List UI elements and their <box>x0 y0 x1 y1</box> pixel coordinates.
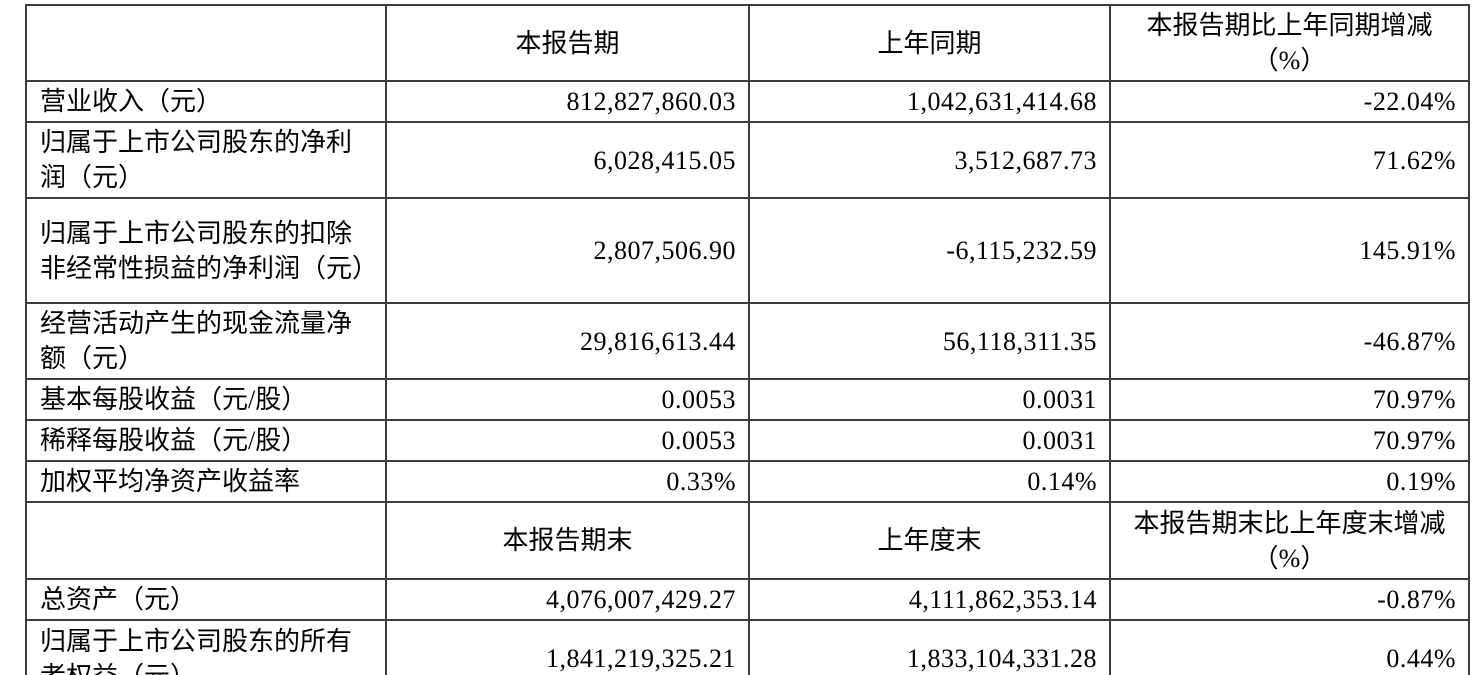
row-label: 营业收入（元） <box>25 80 387 123</box>
row-label: 归属于上市公司股东的净利润（元） <box>25 121 387 199</box>
header-prior-period: 上年同期 <box>748 4 1111 82</box>
header-current-period-end: 本报告期末 <box>385 501 750 580</box>
change-percent-value: 70.97% <box>1109 378 1470 421</box>
change-percent-value: -22.04% <box>1109 80 1470 123</box>
row-operating-revenue: 营业收入（元） 812,827,860.03 1,042,631,414.68 … <box>25 80 1470 123</box>
row-label: 加权平均净资产收益率 <box>25 460 387 503</box>
row-label: 稀释每股收益（元/股） <box>25 419 387 462</box>
change-percent-value: 145.91% <box>1109 197 1470 304</box>
row-label: 基本每股收益（元/股） <box>25 378 387 421</box>
header-change-unit: （%） <box>1252 543 1327 573</box>
header-row-period: 本报告期 上年同期 本报告期比上年同期增减 （%） <box>25 4 1470 82</box>
prior-period-value: 0.0031 <box>748 378 1111 421</box>
current-period-value: 1,841,219,325.21 <box>385 619 750 675</box>
header-change-percent: 本报告期比上年同期增减 （%） <box>1109 4 1470 82</box>
header-change-text: 本报告期末比上年度末增减 <box>1133 508 1446 538</box>
row-diluted-eps: 稀释每股收益（元/股） 0.0053 0.0031 70.97% <box>25 419 1470 462</box>
header-current-period: 本报告期 <box>385 4 750 82</box>
row-label: 归属于上市公司股东的所有者权益（元） <box>25 619 387 675</box>
prior-period-value: 56,118,311.35 <box>748 302 1111 380</box>
header-row-period-end: 本报告期末 上年度末 本报告期末比上年度末增减 （%） <box>25 501 1470 580</box>
prior-period-value: 4,111,862,353.14 <box>748 578 1111 621</box>
prior-period-value: 1,042,631,414.68 <box>748 80 1111 123</box>
row-net-profit-excl-nonrecurring: 归属于上市公司股东的扣除非经常性损益的净利润（元） 2,807,506.90 -… <box>25 197 1470 304</box>
current-period-value: 6,028,415.05 <box>385 121 750 199</box>
row-weighted-avg-roe: 加权平均净资产收益率 0.33% 0.14% 0.19% <box>25 460 1470 503</box>
prior-period-value: 1,833,104,331.28 <box>748 619 1111 675</box>
change-percent-value: 0.19% <box>1109 460 1470 503</box>
prior-period-value: 0.0031 <box>748 419 1111 462</box>
row-label: 经营活动产生的现金流量净额（元） <box>25 302 387 380</box>
change-percent-value: 70.97% <box>1109 419 1470 462</box>
current-period-value: 29,816,613.44 <box>385 302 750 380</box>
current-period-value: 2,807,506.90 <box>385 197 750 304</box>
change-percent-value: 0.44% <box>1109 619 1470 675</box>
current-period-value: 0.0053 <box>385 378 750 421</box>
current-period-value: 0.0053 <box>385 419 750 462</box>
change-percent-value: 71.62% <box>1109 121 1470 199</box>
prior-period-value: 0.14% <box>748 460 1111 503</box>
change-percent-value: -46.87% <box>1109 302 1470 380</box>
row-net-profit: 归属于上市公司股东的净利润（元） 6,028,415.05 3,512,687.… <box>25 121 1470 199</box>
header-prior-year-end: 上年度末 <box>748 501 1111 580</box>
current-period-value: 0.33% <box>385 460 750 503</box>
prior-period-value: -6,115,232.59 <box>748 197 1111 304</box>
change-percent-value: -0.87% <box>1109 578 1470 621</box>
row-basic-eps: 基本每股收益（元/股） 0.0053 0.0031 70.97% <box>25 378 1470 421</box>
row-operating-cash-flow: 经营活动产生的现金流量净额（元） 29,816,613.44 56,118,31… <box>25 302 1470 380</box>
current-period-value: 4,076,007,429.27 <box>385 578 750 621</box>
header-empty-cell <box>25 501 387 580</box>
header-change-unit: （%） <box>1252 46 1327 75</box>
financial-summary-table: 本报告期 上年同期 本报告期比上年同期增减 （%） 营业收入（元） 812,82… <box>25 4 1470 675</box>
row-label: 归属于上市公司股东的扣除非经常性损益的净利润（元） <box>25 197 387 304</box>
header-empty-cell <box>25 4 387 82</box>
prior-period-value: 3,512,687.73 <box>748 121 1111 199</box>
row-total-assets: 总资产（元） 4,076,007,429.27 4,111,862,353.14… <box>25 578 1470 621</box>
row-label: 总资产（元） <box>25 578 387 621</box>
current-period-value: 812,827,860.03 <box>385 80 750 123</box>
header-change-percent-end: 本报告期末比上年度末增减 （%） <box>1109 501 1470 580</box>
header-change-text: 本报告期比上年同期增减 <box>1146 11 1433 40</box>
row-owners-equity: 归属于上市公司股东的所有者权益（元） 1,841,219,325.21 1,83… <box>25 619 1470 675</box>
